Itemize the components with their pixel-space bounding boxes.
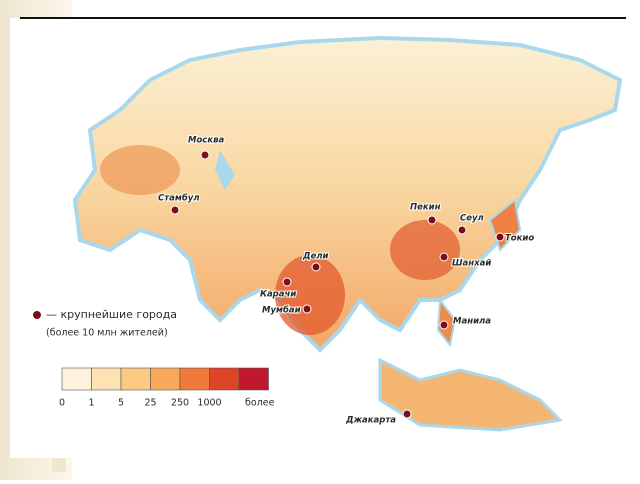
legend-note: (более 10 млн жителей) [46,328,168,339]
city-dot [495,232,505,242]
city-label: Стамбул [158,193,200,204]
city-dot [302,304,312,314]
legend-scale-label: 1000 [197,398,221,409]
legend-scale-label: 0 [59,398,65,409]
density-china [390,220,460,280]
city-dot [311,262,321,272]
legend-scale-label: 25 [144,398,156,409]
density-india [275,255,345,335]
legend-swatch [150,367,181,391]
caspian-sea [215,150,235,190]
city-dot [427,215,437,225]
legend-city-dot [33,311,41,319]
city-dot [402,409,412,419]
city-label: Карачи [260,290,296,300]
density-europe [100,145,180,195]
legend-scale-label: 250 [171,398,189,409]
indonesia [378,357,564,432]
legend-swatch [61,367,92,391]
legend-swatch [238,367,269,391]
city-label: Манила [453,317,491,327]
slide-decoration [52,458,66,472]
legend-scale-label: 1 [88,398,94,409]
city-label: Мумбаи [262,305,301,316]
legend-swatch [209,367,240,391]
city-dot [439,320,449,330]
city-label: Дели [302,252,329,262]
city-label: Токио [505,234,534,244]
legend-swatch [179,367,210,391]
city-dot [439,252,449,262]
city-label: Пекин [410,203,441,213]
city-dot [282,277,292,287]
eurasia [72,35,623,353]
map [72,35,623,432]
legend-title: — крупнейшие города [46,308,177,321]
city-label: Шанхай [452,259,491,269]
legend-scale-label: 5 [118,398,124,409]
city-dot [457,225,467,235]
city-label: Джакарта [345,416,396,426]
city-dot [170,205,180,215]
city-dot [200,150,210,160]
legend-swatch [91,367,122,391]
city-label: Сеул [460,214,484,224]
legend-swatch [120,367,151,391]
city-label: Москва [188,136,224,146]
legend-scale-label: более [245,398,275,409]
